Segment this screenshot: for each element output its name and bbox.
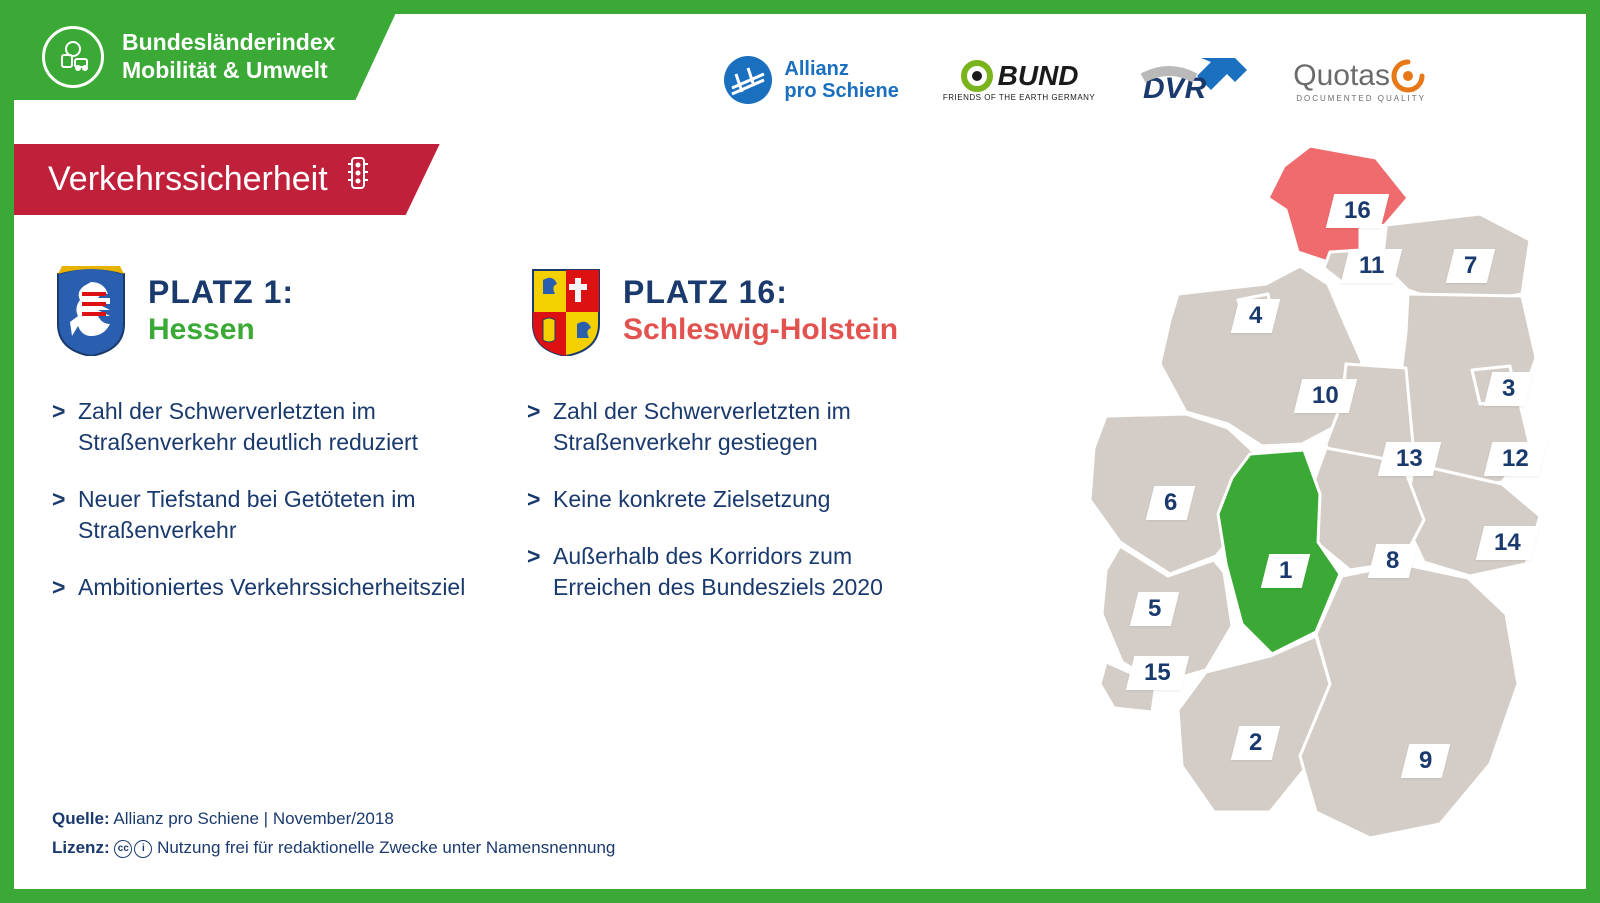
section-title: Verkehrssicherheit xyxy=(48,160,328,199)
map-rank-label: 8 xyxy=(1368,544,1418,578)
map-rank-label: 13 xyxy=(1378,442,1441,476)
traffic-light-icon xyxy=(344,156,372,203)
worst-rank-name: Schleswig-Holstein xyxy=(623,313,898,347)
logo-text: BUND xyxy=(998,60,1079,92)
ranking-columns: PLATZ 1: Hessen Zahl der Schwerverletzte… xyxy=(52,264,942,629)
bullet-item: Außerhalb des Korridors zum Erreichen de… xyxy=(527,541,942,603)
license-text: Nutzung frei für redaktionelle Zwecke un… xyxy=(157,838,615,857)
header-line1: Bundesländerindex xyxy=(122,29,335,57)
bullet-item: Ambitioniertes Verkehrssicherheitsziel xyxy=(52,572,467,603)
map-rank-label: 6 xyxy=(1146,486,1196,520)
map-rank-label: 3 xyxy=(1484,372,1534,406)
logo-subtext: DOCUMENTED QUALITY xyxy=(1296,94,1426,103)
map-rank-label: 1 xyxy=(1261,554,1311,588)
map-rank-label: 2 xyxy=(1231,726,1281,760)
map-rank-label: 9 xyxy=(1401,744,1451,778)
logo-bund: BUND FRIENDS OF THE EARTH GERMANY xyxy=(943,59,1095,102)
map-rank-label: 15 xyxy=(1126,656,1189,690)
worst-bullets: Zahl der Schwerverletzten im Straßenverk… xyxy=(527,396,942,603)
map-rank-label: 16 xyxy=(1326,194,1389,228)
worst-column: PLATZ 16: Schleswig-Holstein Zahl der Sc… xyxy=(527,264,942,629)
schleswig-holstein-crest-icon xyxy=(527,264,605,356)
germany-map: 16 11 7 4 3 10 13 12 6 14 1 8 5 15 2 9 xyxy=(1010,144,1550,844)
logo-text: pro Schiene xyxy=(784,80,898,102)
map-rank-label: 10 xyxy=(1294,379,1357,413)
worst-rank-label: PLATZ 16: xyxy=(623,274,898,311)
best-rank-label: PLATZ 1: xyxy=(148,274,294,311)
footer: Quelle: Allianz pro Schiene | November/2… xyxy=(52,805,615,863)
partner-logos: Allianz pro Schiene BUND FRIENDS OF THE … xyxy=(722,54,1426,106)
map-rank-label: 14 xyxy=(1476,526,1539,560)
bullet-item: Neuer Tiefstand bei Getöteten im Straßen… xyxy=(52,484,467,546)
logo-text: Quotas xyxy=(1293,59,1390,93)
infographic-frame: Bundesländerindex Mobilität & Umwelt Ver… xyxy=(0,0,1600,903)
bullet-item: Zahl der Schwerverletzten im Straßenverk… xyxy=(527,396,942,458)
logo-quotas: Quotas DOCUMENTED QUALITY xyxy=(1293,58,1426,103)
source-text: Allianz pro Schiene | November/2018 xyxy=(113,809,393,828)
bullet-item: Zahl der Schwerverletzten im Straßenverk… xyxy=(52,396,467,458)
header-line2: Mobilität & Umwelt xyxy=(122,57,335,85)
source-label: Quelle: xyxy=(52,809,110,828)
best-rank-name: Hessen xyxy=(148,313,294,347)
logo-allianz-pro-schiene: Allianz pro Schiene xyxy=(722,54,898,106)
mobility-icon xyxy=(42,26,104,88)
header-badge: Bundesländerindex Mobilität & Umwelt xyxy=(14,14,395,100)
best-column: PLATZ 1: Hessen Zahl der Schwerverletzte… xyxy=(52,264,467,629)
cc-icon: cci xyxy=(114,840,152,858)
bullet-item: Keine konkrete Zielsetzung xyxy=(527,484,942,515)
logo-dvr: DVR xyxy=(1139,54,1249,106)
state-BY xyxy=(1300,564,1518,838)
map-rank-label: 11 xyxy=(1341,249,1403,283)
section-badge: Verkehrssicherheit xyxy=(14,144,440,215)
logo-text: Allianz xyxy=(784,58,898,80)
hessen-crest-icon xyxy=(52,264,130,356)
map-rank-label: 7 xyxy=(1446,249,1496,283)
logo-subtext: FRIENDS OF THE EARTH GERMANY xyxy=(943,93,1095,102)
best-bullets: Zahl der Schwerverletzten im Straßenverk… xyxy=(52,396,467,603)
map-rank-label: 4 xyxy=(1231,299,1281,333)
map-rank-label: 5 xyxy=(1130,592,1180,626)
map-rank-label: 12 xyxy=(1484,442,1547,476)
license-label: Lizenz: xyxy=(52,838,110,857)
